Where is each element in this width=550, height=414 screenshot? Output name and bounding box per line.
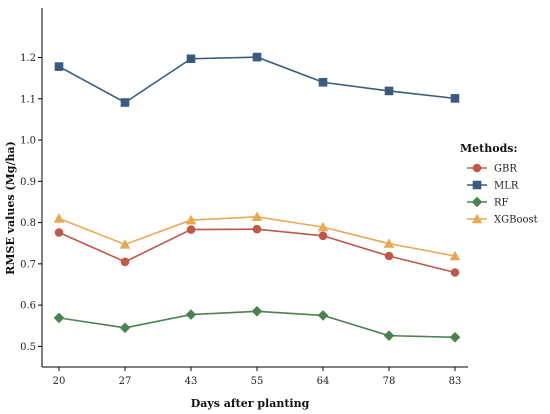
data-point-mlr <box>318 77 328 87</box>
data-point-xgboost <box>449 250 461 261</box>
data-point-mlr <box>54 62 64 71</box>
data-point-mlr <box>252 52 262 62</box>
data-point-mlr <box>450 94 460 103</box>
series-mlr <box>54 52 460 107</box>
series-line-xgboost <box>58 215 456 257</box>
data-point-gbr <box>186 225 196 234</box>
data-point-mlr <box>384 86 394 96</box>
data-point-xgboost <box>251 211 263 222</box>
legend-label-xgboost: XGBoost <box>494 215 538 226</box>
data-point-gbr <box>252 224 262 234</box>
x-tick-label: 83 <box>449 376 462 387</box>
x-tick-label: 27 <box>119 376 132 387</box>
data-point-xgboost <box>53 213 65 223</box>
data-point-rf <box>317 310 329 321</box>
data-point-rf <box>119 322 131 334</box>
series-line-mlr <box>58 56 456 104</box>
legend-marker-xgboost <box>471 213 483 224</box>
x-axis-ticks: 20 27 43 55 64 78 83 <box>53 367 462 387</box>
legend-items: GBR MLR RF XGBoost <box>467 164 538 226</box>
data-point-gbr <box>54 228 64 237</box>
legend-item-xgboost: XGBoost <box>467 213 538 226</box>
y-tick-label: 1.2 <box>20 53 36 64</box>
legend-item-gbr: GBR <box>467 164 517 175</box>
x-tick-label: 20 <box>53 376 66 387</box>
legend-marker-rf <box>471 196 483 208</box>
legend-marker-mlr <box>472 180 482 190</box>
legend-label-gbr: GBR <box>494 164 517 175</box>
y-tick-label: 1.0 <box>20 136 36 147</box>
legend: Methods: GBR MLR RF XGBoost <box>460 142 538 226</box>
y-tick-label: 1.1 <box>20 94 36 105</box>
y-tick-label: 0.7 <box>20 259 36 270</box>
x-tick-label: 43 <box>185 376 198 387</box>
legend-item-rf: RF <box>467 196 509 209</box>
legend-title: Methods: <box>460 142 518 155</box>
legend-label-mlr: MLR <box>494 181 519 192</box>
x-tick-label: 64 <box>317 376 330 387</box>
x-tick-label: 78 <box>383 376 396 387</box>
y-tick-label: 0.5 <box>20 342 36 353</box>
data-point-mlr <box>186 54 196 64</box>
series-layer <box>53 52 461 343</box>
x-tick-label: 55 <box>251 376 264 387</box>
y-tick-label: 0.6 <box>20 301 36 312</box>
x-axis-title: Days after planting <box>191 397 310 410</box>
data-point-gbr <box>318 231 328 241</box>
data-point-rf <box>185 309 197 320</box>
legend-item-mlr: MLR <box>467 181 519 192</box>
series-line-gbr <box>58 228 456 274</box>
data-point-gbr <box>450 268 460 277</box>
data-point-xgboost <box>383 238 395 248</box>
legend-label-rf: RF <box>494 198 509 209</box>
legend-marker-gbr <box>472 163 482 173</box>
data-point-gbr <box>384 251 394 261</box>
y-axis-ticks: 0.5 0.6 0.7 0.8 0.9 1.0 1.1 1.2 <box>20 53 42 353</box>
data-point-rf <box>383 330 395 341</box>
plot-area: 0.5 0.6 0.7 0.8 0.9 1.0 1.1 1.2 20 27 43 55 64 78 83 <box>20 8 468 387</box>
series-rf <box>53 305 461 343</box>
data-point-xgboost <box>317 221 329 232</box>
series-gbr <box>54 224 460 277</box>
y-tick-label: 0.8 <box>20 218 36 229</box>
data-point-rf <box>251 305 263 317</box>
y-axis-title: RMSE values (Mg/ha) <box>4 141 17 275</box>
data-point-mlr <box>120 98 130 107</box>
data-point-rf <box>53 312 65 324</box>
data-point-rf <box>449 331 461 343</box>
y-tick-label: 0.9 <box>20 177 36 188</box>
data-point-gbr <box>120 257 130 267</box>
data-point-xgboost <box>185 214 197 225</box>
series-xgboost <box>53 211 461 261</box>
data-point-xgboost <box>119 239 131 249</box>
